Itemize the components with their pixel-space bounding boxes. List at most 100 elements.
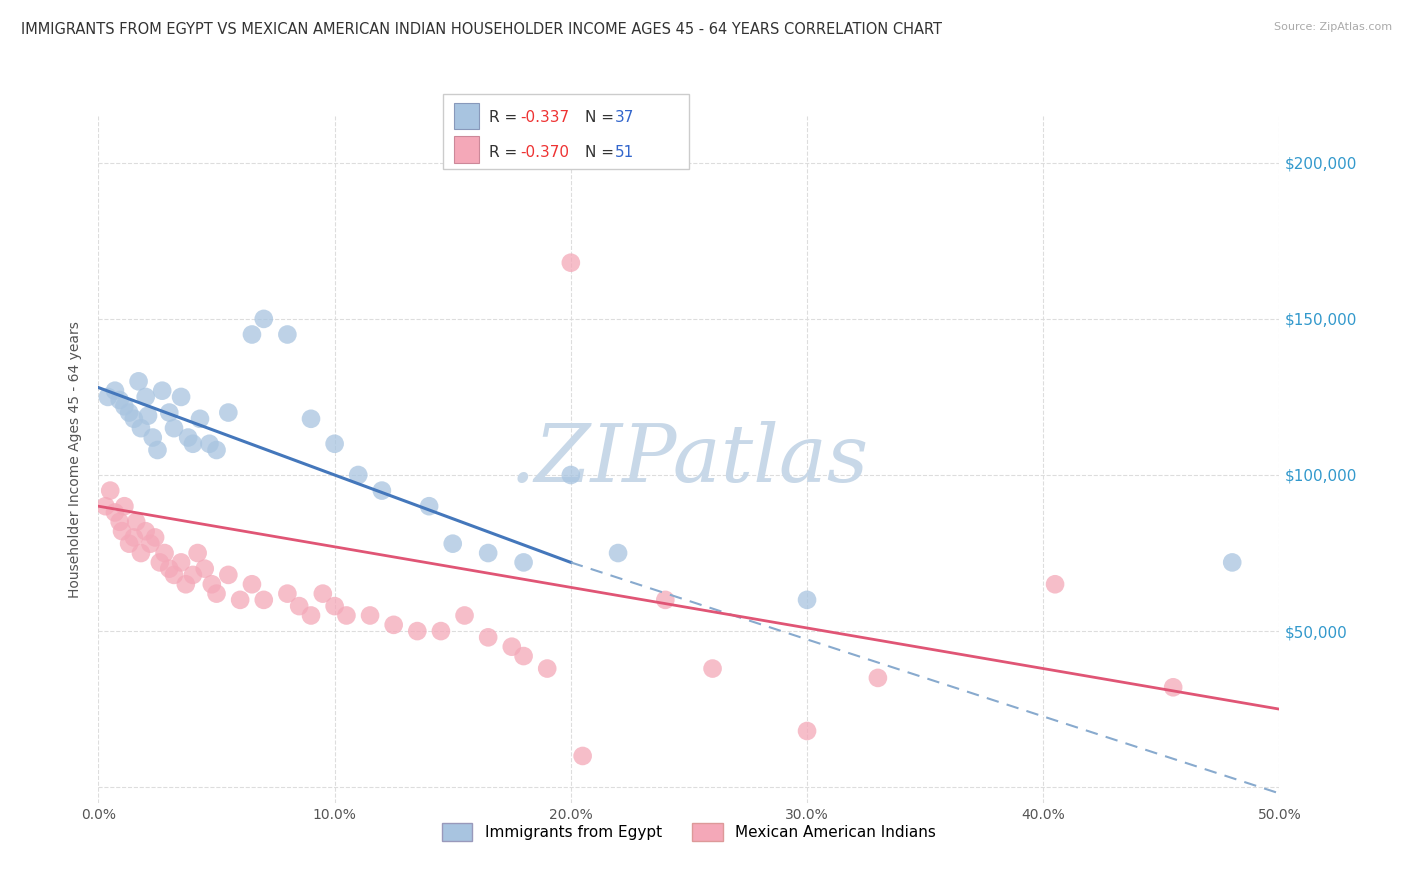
Point <box>108 392 131 407</box>
Point <box>129 546 152 560</box>
Point <box>163 568 186 582</box>
Text: 51: 51 <box>614 145 634 160</box>
Point <box>142 430 165 444</box>
Point <box>229 592 252 607</box>
Point <box>536 662 558 676</box>
Point <box>276 327 298 342</box>
Point <box>217 568 239 582</box>
Point <box>125 515 148 529</box>
Point <box>430 624 453 639</box>
Legend: Immigrants from Egypt, Mexican American Indians: Immigrants from Egypt, Mexican American … <box>436 817 942 847</box>
Point <box>205 587 228 601</box>
Point <box>122 412 145 426</box>
Text: N =: N = <box>585 110 619 125</box>
Point <box>112 500 135 514</box>
Point <box>139 536 162 550</box>
Text: IMMIGRANTS FROM EGYPT VS MEXICAN AMERICAN INDIAN HOUSEHOLDER INCOME AGES 45 - 64: IMMIGRANTS FROM EGYPT VS MEXICAN AMERICA… <box>21 22 942 37</box>
Point <box>288 599 311 614</box>
Point <box>98 483 121 498</box>
Point <box>312 587 335 601</box>
Point <box>299 608 322 623</box>
Point <box>382 617 405 632</box>
Point <box>477 546 499 560</box>
Point <box>104 505 127 519</box>
Point <box>796 592 818 607</box>
Point <box>512 555 534 570</box>
Point <box>157 562 180 576</box>
Point <box>188 412 211 426</box>
Point <box>104 384 127 398</box>
Point <box>323 599 346 614</box>
Point <box>371 483 394 498</box>
Point <box>359 608 381 623</box>
Point <box>201 577 224 591</box>
Point <box>571 749 593 764</box>
Point <box>146 443 169 457</box>
Point <box>97 390 120 404</box>
Point <box>153 546 176 560</box>
Point <box>560 256 582 270</box>
Point <box>136 409 159 423</box>
Text: .ZIPatlas: .ZIPatlas <box>509 421 869 498</box>
Point <box>406 624 429 639</box>
Point <box>217 405 239 419</box>
Point <box>347 467 370 482</box>
Point <box>170 555 193 570</box>
Point <box>181 436 204 450</box>
Text: 37: 37 <box>614 110 634 125</box>
Point <box>122 530 145 544</box>
Point <box>276 587 298 601</box>
Point <box>150 384 173 398</box>
Point <box>866 671 889 685</box>
Point <box>181 568 204 582</box>
Point <box>108 515 131 529</box>
Point <box>654 592 676 607</box>
Point <box>299 412 322 426</box>
Point <box>118 405 141 419</box>
Point <box>170 390 193 404</box>
Text: -0.337: -0.337 <box>520 110 569 125</box>
Point <box>135 524 157 539</box>
Point <box>253 592 276 607</box>
Point <box>240 577 263 591</box>
Point <box>194 562 217 576</box>
Point <box>240 327 263 342</box>
Point <box>453 608 475 623</box>
Point <box>1161 680 1184 694</box>
Point <box>501 640 523 654</box>
Point <box>512 649 534 664</box>
Point <box>198 436 221 450</box>
Point <box>128 375 150 389</box>
Point <box>187 546 209 560</box>
Point <box>1043 577 1066 591</box>
Text: N =: N = <box>585 145 619 160</box>
Point <box>163 421 186 435</box>
Point <box>111 524 134 539</box>
Point <box>418 500 440 514</box>
Point <box>149 555 172 570</box>
Point <box>205 443 228 457</box>
Text: R =: R = <box>489 110 523 125</box>
Point <box>177 430 200 444</box>
Point <box>174 577 197 591</box>
Y-axis label: Householder Income Ages 45 - 64 years: Householder Income Ages 45 - 64 years <box>69 321 83 598</box>
Point <box>129 421 152 435</box>
Point <box>112 400 135 414</box>
Point <box>477 630 499 644</box>
Point <box>118 536 141 550</box>
Text: R =: R = <box>489 145 523 160</box>
Point <box>323 436 346 450</box>
Point <box>143 530 166 544</box>
Point <box>796 724 818 739</box>
Point <box>1220 555 1243 570</box>
Text: Source: ZipAtlas.com: Source: ZipAtlas.com <box>1274 22 1392 32</box>
Point <box>253 312 276 326</box>
Point <box>335 608 357 623</box>
Point <box>135 390 157 404</box>
Point <box>157 405 180 419</box>
Point <box>441 536 464 550</box>
Point <box>607 546 630 560</box>
Text: -0.370: -0.370 <box>520 145 569 160</box>
Point <box>702 662 724 676</box>
Point <box>560 467 582 482</box>
